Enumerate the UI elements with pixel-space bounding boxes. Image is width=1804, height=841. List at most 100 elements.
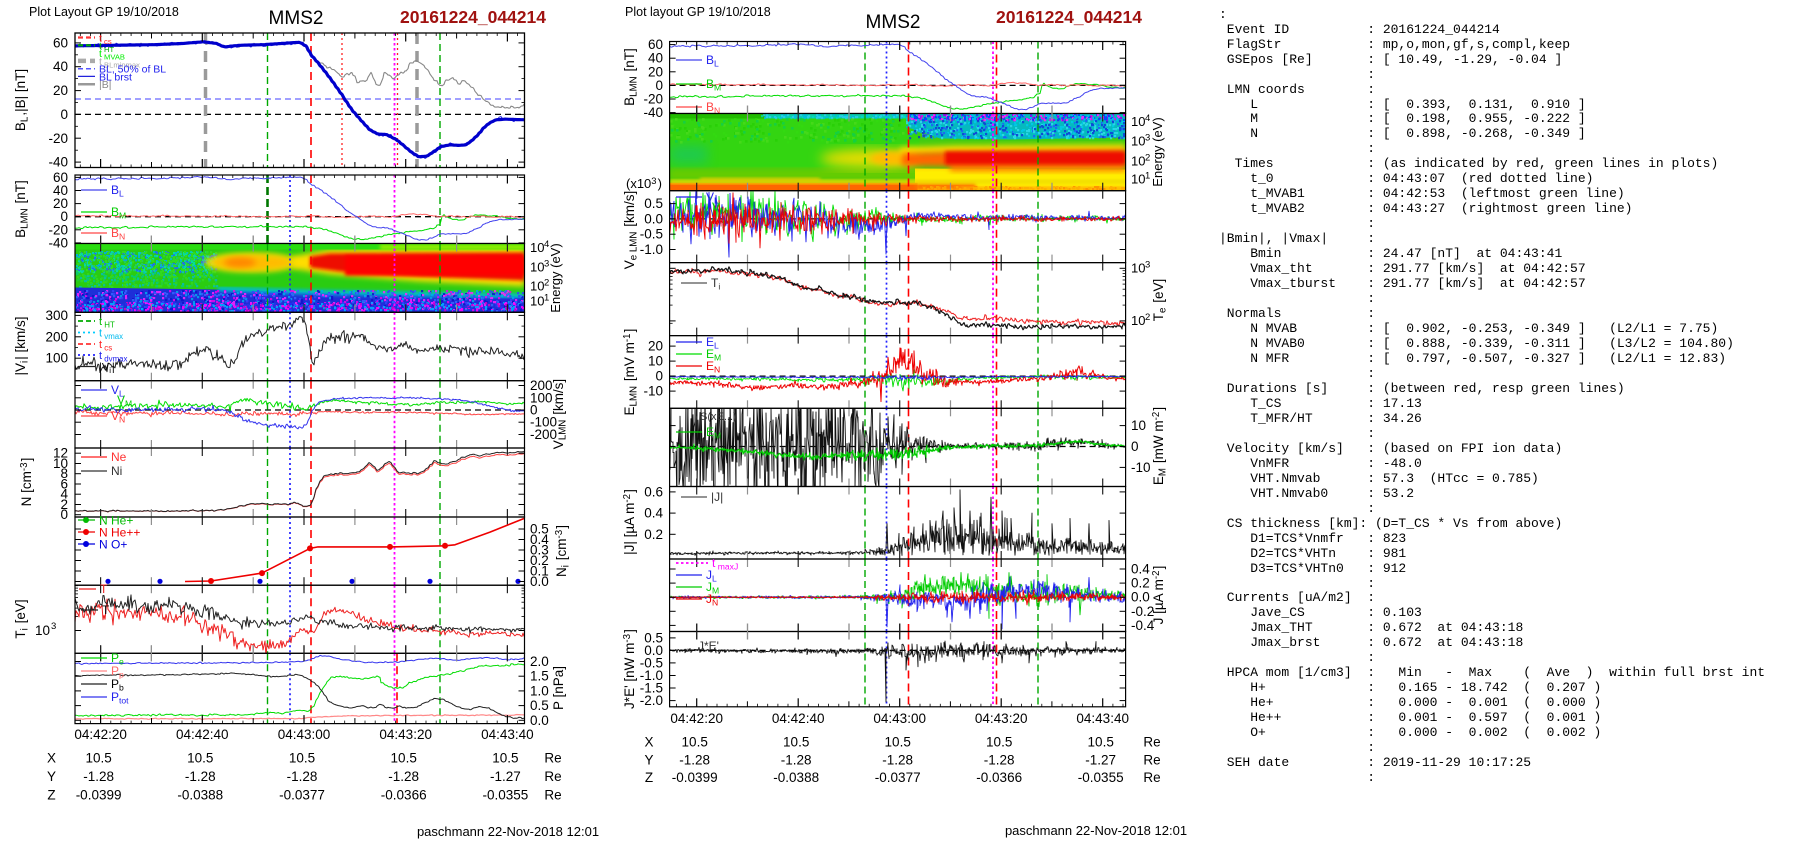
- svg-text:EN: EN: [706, 359, 721, 375]
- svg-text:10.5: 10.5: [682, 735, 708, 750]
- svg-text:Re: Re: [544, 788, 561, 803]
- svg-text:300: 300: [45, 308, 68, 323]
- svg-text:Re: Re: [1143, 735, 1160, 750]
- svg-text:-0.0399: -0.0399: [76, 788, 122, 803]
- svg-text:-40: -40: [48, 235, 68, 250]
- svg-text:0: 0: [655, 369, 663, 384]
- svg-text:-1.5: -1.5: [640, 681, 663, 696]
- svg-text:60: 60: [53, 170, 68, 185]
- svg-text:2: 2: [1145, 153, 1150, 164]
- svg-text:-0.0388: -0.0388: [177, 788, 223, 803]
- svg-text:-0.0377: -0.0377: [875, 770, 921, 785]
- svg-text:0.0: 0.0: [644, 211, 663, 226]
- svg-text:P [nPa]: P [nPa]: [551, 666, 566, 710]
- svg-text:Ti [eV]: Ti [eV]: [13, 599, 31, 638]
- svg-text:-20: -20: [48, 222, 68, 237]
- svg-text:-1.28: -1.28: [185, 769, 216, 784]
- svg-text:10.5: 10.5: [986, 735, 1012, 750]
- svg-text:J*E': J*E': [698, 639, 719, 653]
- svg-text:Re: Re: [1143, 753, 1160, 768]
- svg-text:10.5: 10.5: [187, 751, 213, 766]
- svg-text:0.5: 0.5: [644, 630, 663, 645]
- svg-text:-0.2: -0.2: [1131, 604, 1154, 619]
- svg-text:10: 10: [53, 456, 68, 471]
- svg-text:BLMN [nT]: BLMN [nT]: [622, 48, 640, 106]
- svg-text:N [cm-3 ]: N [cm-3 ]: [19, 458, 34, 507]
- svg-text:JN: JN: [706, 592, 719, 608]
- svg-text:20: 20: [648, 64, 663, 79]
- svg-text:12: 12: [53, 446, 68, 461]
- svg-text:-1.28: -1.28: [781, 753, 812, 768]
- svg-text:3: 3: [544, 258, 549, 269]
- svg-text:10: 10: [530, 259, 544, 274]
- svg-text:Z: Z: [47, 788, 55, 803]
- svg-text:S(xE...): S(xE...): [700, 411, 737, 423]
- svg-text:20: 20: [648, 339, 663, 354]
- svg-text:40: 40: [53, 59, 68, 74]
- svg-text:0: 0: [655, 78, 663, 93]
- svg-text:Ni: Ni: [111, 464, 122, 478]
- svg-text:-0.0388: -0.0388: [773, 770, 819, 785]
- svg-text:-1.28: -1.28: [388, 769, 419, 784]
- svg-text:-1.28: -1.28: [679, 753, 710, 768]
- svg-text:6: 6: [60, 477, 68, 492]
- svg-text:t dvmax: t dvmax: [99, 350, 128, 364]
- svg-text:20161224_044214: 20161224_044214: [400, 7, 546, 27]
- svg-text:Pb: Pb: [111, 677, 125, 693]
- svg-text:(x103 ): (x103 ): [626, 175, 662, 191]
- svg-text:0: 0: [60, 507, 68, 522]
- svg-text:10.5: 10.5: [885, 735, 911, 750]
- svg-text:1: 1: [544, 293, 549, 304]
- svg-text:-20: -20: [48, 131, 68, 146]
- svg-text:10: 10: [1131, 114, 1145, 129]
- svg-text:|Vi | [km/s]: |Vi | [km/s]: [13, 316, 31, 375]
- svg-text:0.2: 0.2: [644, 527, 663, 542]
- svg-text:10.5: 10.5: [85, 751, 111, 766]
- svg-text:0: 0: [60, 209, 68, 224]
- svg-text:0.5: 0.5: [530, 698, 549, 713]
- svg-text:-0.4: -0.4: [1131, 618, 1155, 633]
- svg-text:10.5: 10.5: [783, 735, 809, 750]
- svg-text:VLMN [km/s]: VLMN [km/s]: [551, 379, 569, 449]
- svg-text:04:43:00: 04:43:00: [873, 711, 926, 726]
- svg-text:10: 10: [530, 240, 544, 255]
- svg-text:BL, 50% of BL: BL, 50% of BL: [99, 64, 166, 76]
- svg-text:J [µA m-2 ]: J [µA m-2 ]: [1151, 566, 1166, 625]
- svg-text:t maxJ: t maxJ: [712, 556, 739, 572]
- svg-text:2: 2: [1145, 312, 1150, 323]
- svg-text:04:42:40: 04:42:40: [176, 727, 229, 742]
- svg-text:60: 60: [648, 37, 663, 52]
- svg-text:04:42:20: 04:42:20: [74, 727, 127, 742]
- svg-text:10: 10: [1131, 418, 1146, 433]
- svg-text:N He+: N He+: [99, 514, 133, 528]
- svg-text:10.5: 10.5: [1088, 735, 1114, 750]
- svg-text:0.5: 0.5: [530, 522, 549, 537]
- svg-text:BM: BM: [706, 77, 722, 93]
- svg-text:Re: Re: [1143, 770, 1160, 785]
- svg-text:-1.28: -1.28: [984, 753, 1015, 768]
- svg-text:0.4: 0.4: [644, 506, 663, 521]
- svg-text:10: 10: [1131, 134, 1145, 149]
- svg-text:EM: EM: [706, 425, 722, 441]
- svg-text:04:43:20: 04:43:20: [975, 711, 1028, 726]
- svg-text:paschmann 22-Nov-2018 12:01: paschmann 22-Nov-2018 12:01: [417, 824, 599, 839]
- svg-text:4: 4: [544, 239, 549, 250]
- svg-text:t MVAB: t MVAB: [99, 48, 126, 62]
- svg-text:0.0: 0.0: [644, 643, 663, 658]
- svg-text:VL: VL: [706, 190, 720, 206]
- svg-text:04:43:00: 04:43:00: [278, 727, 331, 742]
- svg-text:BL brst: BL brst: [99, 71, 132, 83]
- svg-text:|J|: |J|: [711, 490, 723, 504]
- svg-text:VM: VM: [117, 393, 133, 409]
- svg-text:Te [eV]: Te [eV]: [1151, 279, 1169, 322]
- svg-text:-0.0366: -0.0366: [381, 788, 427, 803]
- svg-text:-0.5: -0.5: [640, 655, 663, 670]
- svg-text:paschmann 22-Nov-2018 12:01: paschmann 22-Nov-2018 12:01: [1005, 823, 1187, 838]
- svg-text:-1.0: -1.0: [640, 242, 663, 257]
- svg-text:-1.0: -1.0: [640, 668, 663, 683]
- svg-text:MMS2: MMS2: [866, 12, 921, 33]
- svg-text:EL: EL: [706, 335, 720, 351]
- svg-text:|B|: |B|: [99, 79, 111, 91]
- svg-text:Ne: Ne: [111, 450, 127, 464]
- svg-text:N He++: N He++: [99, 526, 140, 540]
